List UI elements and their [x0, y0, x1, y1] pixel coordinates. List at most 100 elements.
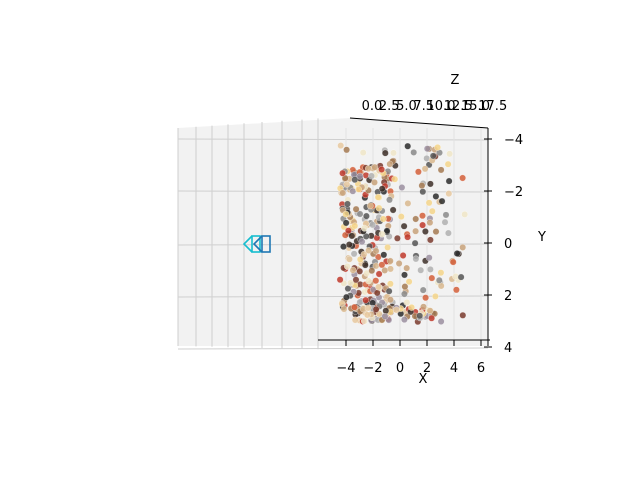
- data-point: [386, 257, 394, 265]
- data-point: [371, 163, 379, 171]
- data-point: [412, 227, 419, 235]
- camera-marker: [252, 235, 271, 253]
- data-point: [344, 263, 351, 270]
- data-point: [415, 168, 422, 176]
- data-point: [445, 190, 453, 197]
- data-point: [381, 267, 389, 274]
- data-point: [426, 219, 434, 226]
- data-point: [350, 250, 358, 258]
- data-point: [378, 261, 386, 269]
- data-point: [442, 211, 450, 219]
- data-point: [418, 182, 426, 189]
- data-point: [373, 289, 381, 297]
- data-point: [419, 212, 426, 220]
- data-point: [355, 185, 362, 193]
- data-point: [435, 276, 443, 284]
- data-point: [368, 172, 375, 180]
- z-axis-line: [349, 117, 489, 129]
- z-axis-label: Z: [451, 73, 460, 88]
- data-point: [387, 296, 394, 304]
- y-tick-label: 2: [504, 289, 512, 304]
- data-point: [453, 250, 461, 257]
- data-point: [375, 204, 383, 212]
- data-point: [363, 311, 371, 319]
- data-point: [348, 232, 356, 240]
- y-tick-label: −2: [504, 185, 523, 200]
- data-point: [351, 176, 359, 184]
- data-point: [391, 175, 399, 183]
- data-point: [401, 290, 408, 298]
- data-point: [336, 276, 344, 284]
- data-point: [372, 305, 380, 313]
- data-point: [459, 244, 467, 251]
- data-point: [343, 146, 350, 154]
- data-point: [356, 210, 364, 218]
- data-point: [372, 262, 380, 270]
- data-point: [389, 206, 397, 214]
- x-tick-label: 4: [450, 361, 458, 376]
- data-point: [356, 298, 364, 306]
- z-tick-label: 10.0: [427, 99, 456, 114]
- z-tick-label: 17.5: [478, 99, 507, 114]
- data-point: [412, 255, 420, 263]
- data-point: [345, 241, 353, 248]
- data-point: [365, 165, 372, 172]
- data-point: [449, 258, 457, 266]
- data-point: [351, 222, 359, 230]
- data-point: [344, 285, 352, 292]
- data-point: [427, 236, 434, 244]
- data-point: [397, 213, 405, 220]
- data-point: [363, 212, 370, 220]
- data-point: [394, 234, 401, 242]
- camera-markers: [242, 235, 271, 253]
- data-point: [339, 189, 347, 197]
- data-point: [369, 221, 376, 229]
- data-point: [361, 261, 369, 269]
- data-point: [342, 219, 350, 227]
- data-point: [380, 251, 388, 259]
- data-point: [387, 280, 394, 288]
- data-point: [382, 307, 390, 315]
- data-point: [371, 179, 378, 186]
- data-point: [359, 149, 367, 156]
- data-point: [432, 228, 440, 235]
- data-point: [427, 180, 434, 188]
- grid-line: [177, 347, 489, 350]
- data-point: [393, 306, 400, 314]
- data-point: [425, 254, 433, 262]
- data-point: [343, 293, 350, 301]
- data-point: [349, 266, 357, 274]
- data-point: [375, 283, 382, 291]
- tick-labels: −4 −2 0 2 4 6 −4 −2 0 2 4 0.02.55.07.510.012.515.01…: [336, 99, 523, 376]
- data-point: [372, 247, 380, 255]
- data-point: [419, 188, 427, 196]
- grid-line: [177, 190, 489, 193]
- z-tick-label: 2.5: [379, 99, 400, 114]
- data-point: [434, 144, 441, 151]
- data-point: [362, 233, 370, 240]
- camera-marker: [242, 235, 261, 253]
- data-point: [453, 286, 460, 294]
- data-point: [425, 199, 433, 207]
- data-point: [375, 310, 383, 318]
- axes: [318, 117, 490, 346]
- x-tick-label: 6: [477, 361, 485, 376]
- data-point: [445, 229, 452, 237]
- data-point: [437, 166, 445, 174]
- data-point: [403, 264, 411, 272]
- data-point: [445, 177, 453, 185]
- camera-frustum: [252, 235, 263, 253]
- data-point: [344, 200, 351, 208]
- data-point: [437, 269, 445, 277]
- data-point: [366, 202, 374, 210]
- x-axis-label: X: [419, 372, 428, 387]
- y-tick-label: −4: [504, 133, 523, 148]
- z-tick-label: 12.5: [444, 99, 473, 114]
- data-point: [356, 256, 364, 263]
- camera-frame: [261, 235, 271, 253]
- data-point: [411, 239, 419, 247]
- data-point: [419, 221, 426, 229]
- z-tick-label: 15.0: [461, 99, 490, 114]
- data-point: [358, 238, 366, 246]
